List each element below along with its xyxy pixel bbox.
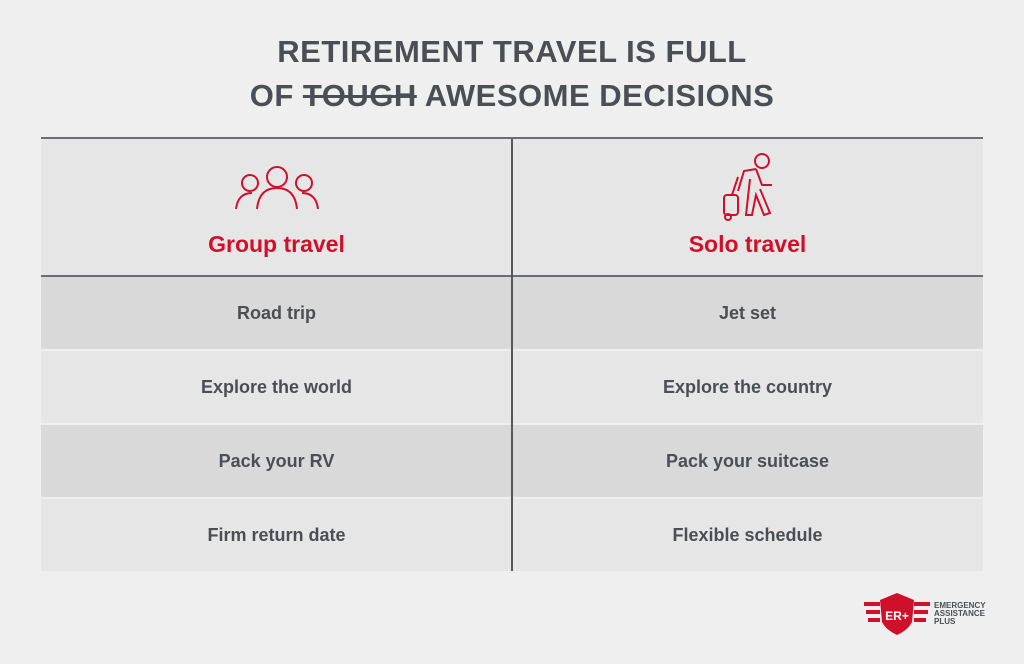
emergency-assistance-plus-logo: ER+ EMERGENCY ASSISTANCE PLUS [864,592,986,636]
header-group-travel: Group travel [41,139,512,275]
cell-group: Pack your RV [218,450,335,471]
struck-word: tough [302,78,417,113]
column-divider [511,139,513,571]
page-title: Retirement travel is full of tough aweso… [0,30,1024,118]
title-line-1: Retirement travel is full [277,34,747,69]
logo-line: PLUS [934,617,956,626]
cell-group: Explore the world [200,376,353,397]
shield-logo-icon: ER+ [864,593,930,635]
header-solo-travel: Solo travel [512,139,983,275]
cell-solo: Jet set [718,302,777,323]
logo-line: ASSISTANCE [934,609,985,618]
svg-text:ER+: ER+ [885,609,909,623]
cell-solo: Pack your suitcase [665,450,830,471]
group-people-icon [234,166,319,210]
cell-group: Firm return date [207,524,346,545]
traveler-with-suitcase-icon [722,153,772,221]
title-suffix: awesome decisions [424,78,775,113]
comparison-table: Group travel Solo travel Road trip Jet s… [41,137,983,571]
cell-solo: Flexible schedule [672,524,823,545]
logo-text: EMERGENCY ASSISTANCE PLUS [934,602,986,626]
title-line-2: of tough awesome decisions [0,74,1024,118]
group-travel-label: Group travel [208,231,345,257]
cell-solo: Explore the country [662,376,833,397]
title-prefix: of [249,78,294,113]
logo-line: EMERGENCY [934,601,986,610]
cell-group: Road trip [237,302,316,323]
solo-travel-label: Solo travel [688,231,807,257]
